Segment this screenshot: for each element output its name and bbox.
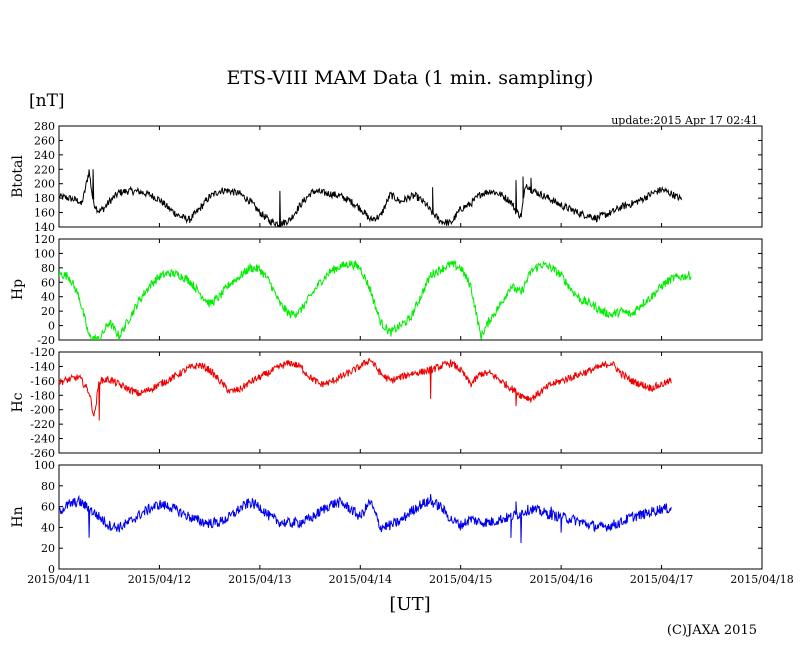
y-tick-label: -140	[30, 360, 55, 373]
y-tick-label: 260	[34, 134, 55, 147]
series-line-hc	[59, 357, 672, 421]
y-tick-label: -20	[37, 334, 55, 347]
panels-group: 280260240220200180160140Btotal1201008060…	[10, 120, 763, 576]
chart-title: ETS-VIII MAM Data (1 min. sampling)	[227, 67, 594, 89]
y-tick-label: 40	[41, 291, 55, 304]
series-line-btotal	[59, 169, 682, 227]
y-tick-label: 20	[41, 542, 55, 555]
y-tick-label: 80	[41, 262, 55, 275]
x-tick-label: 2015/04/12	[128, 573, 191, 586]
x-axis: 2015/04/11 2015/04/12 2015/04/13 2015/04/14…	[27, 573, 793, 586]
y-tick-label: 20	[41, 305, 55, 318]
series-line-hp	[59, 259, 692, 340]
y-tick-label: 200	[34, 178, 55, 191]
y-tick-label: 100	[34, 247, 55, 260]
x-tick-label: 2015/04/18	[730, 573, 793, 586]
panel-ylabel-hn: Hn	[10, 506, 26, 527]
x-tick-label: 2015/04/15	[429, 573, 492, 586]
unit-label: [nT]	[29, 91, 65, 111]
y-tick-label: -120	[30, 346, 55, 359]
y-tick-label: 0	[48, 563, 55, 576]
y-tick-label: 80	[41, 480, 55, 493]
panel-ylabel-hp: Hp	[10, 279, 26, 300]
y-tick-label: 220	[34, 163, 55, 176]
x-tick-label: 2015/04/11	[27, 573, 90, 586]
y-tick-label: -260	[30, 447, 55, 460]
panel-ylabel-hc: Hc	[10, 392, 26, 412]
y-tick-label: 40	[41, 521, 55, 534]
y-tick-label: 140	[34, 221, 55, 234]
panel-hc: -120-140 -160-180 -200-220 -240-260 Hc	[10, 346, 763, 460]
panel-frame	[58, 125, 763, 228]
panel-frame	[58, 464, 763, 570]
series-line-hn	[59, 494, 672, 544]
y-tick-label: -220	[30, 418, 55, 431]
update-text: update:2015 Apr 17 02:41	[611, 114, 758, 127]
panel-ylabel-btotal: Btotal	[10, 155, 26, 198]
y-tick-label: 120	[34, 233, 55, 246]
y-tick-label: 240	[34, 149, 55, 162]
y-tick-label: -240	[30, 433, 55, 446]
y-tick-label: 60	[41, 276, 55, 289]
y-tick-label: 100	[34, 459, 55, 472]
panel-frame	[58, 351, 763, 454]
x-tick-label: 2015/04/16	[529, 573, 592, 586]
y-tick-label: -160	[30, 375, 55, 388]
y-tick-label: 280	[34, 120, 55, 133]
y-tick-label: -200	[30, 404, 55, 417]
panel-frame	[58, 238, 763, 341]
y-tick-label: 60	[41, 501, 55, 514]
x-tick-label: 2015/04/13	[228, 573, 291, 586]
x-tick-label: 2015/04/17	[630, 573, 693, 586]
x-axis-label: [UT]	[389, 594, 430, 615]
y-tick-label: 180	[34, 192, 55, 205]
y-tick-label: -180	[30, 389, 55, 402]
y-tick-label: 0	[48, 320, 55, 333]
y-tick-label: 160	[34, 207, 55, 220]
x-tick-label: 2015/04/14	[329, 573, 392, 586]
panel-hn: 100 80 60 40 20 0 Hn	[10, 459, 763, 576]
copyright-text: (C)JAXA 2015	[667, 623, 757, 638]
